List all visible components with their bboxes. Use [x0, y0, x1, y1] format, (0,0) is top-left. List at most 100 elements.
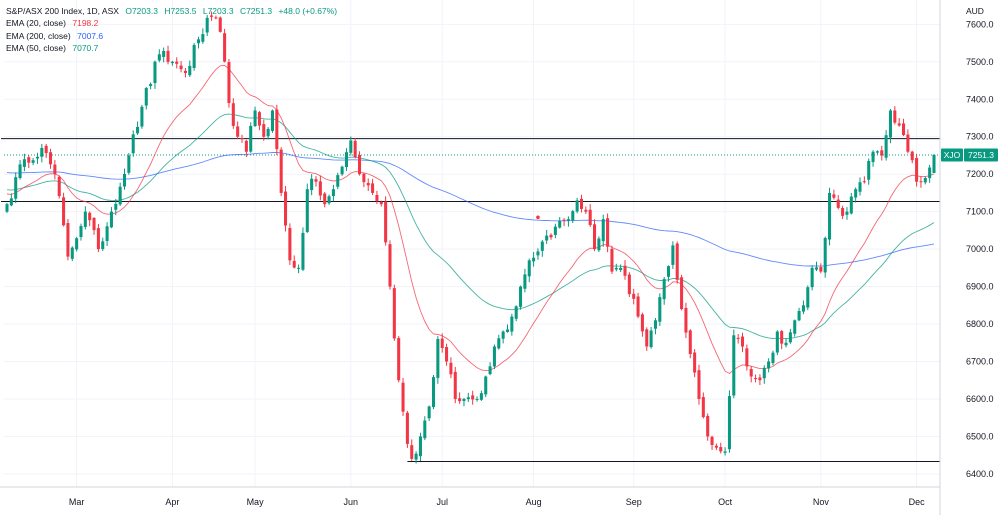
candle-body [240, 138, 244, 140]
candle-body [871, 151, 875, 163]
candle-body [436, 339, 440, 378]
candle-body [40, 147, 44, 157]
candle [236, 121, 240, 139]
candle-body [488, 366, 492, 375]
candle [910, 150, 914, 164]
last-price-label: 7251.3 [968, 150, 994, 160]
candle-body [775, 331, 779, 353]
candle-body [562, 219, 566, 221]
candle-body [401, 382, 405, 412]
candle [784, 338, 788, 348]
ohlc-close-label: C [239, 6, 247, 16]
candle-body [623, 265, 627, 276]
candle-body [462, 398, 466, 402]
candle-body [523, 274, 527, 289]
candle [662, 276, 666, 305]
candle-body [919, 181, 923, 183]
candle-body [806, 287, 810, 308]
candle-body [366, 182, 370, 186]
x-tick-label: Oct [718, 497, 733, 507]
candle [440, 333, 444, 353]
candle-body [619, 267, 623, 271]
candle-body [910, 151, 914, 161]
candle [880, 145, 884, 161]
candle [144, 86, 148, 110]
candle-body [732, 335, 736, 396]
candle [375, 190, 379, 204]
candle-body [75, 238, 79, 250]
x-tick-label: Nov [813, 497, 830, 507]
candle [540, 240, 544, 257]
candle-body [297, 267, 301, 269]
candle [666, 265, 671, 282]
ema200-name: EMA (200, close) [6, 30, 71, 41]
y-tick-label: 7200.0 [966, 169, 994, 179]
candle-body [140, 106, 144, 127]
candle-body [823, 237, 827, 273]
legend-ema200[interactable]: EMA (200, close) 7007.6 [6, 30, 337, 42]
candle-body [553, 226, 557, 235]
candle-body [149, 84, 153, 86]
candle-body [327, 196, 331, 204]
ohlc-low: 7203.3 [207, 6, 234, 16]
candle-body [727, 396, 731, 450]
candle-body [279, 149, 283, 193]
ohlc-open-label: O [125, 6, 132, 16]
candle [754, 374, 758, 383]
candle-body [48, 152, 53, 165]
candle-body [349, 140, 353, 153]
legend-ema50[interactable]: EMA (50, close) 7070.7 [6, 42, 337, 54]
candle-body [854, 189, 858, 198]
candle [214, 15, 218, 20]
candle [101, 237, 105, 252]
candle [736, 334, 740, 344]
candle-body [706, 415, 710, 437]
candle-body [749, 368, 753, 377]
candle [153, 60, 157, 89]
y-tick-label: 7000.0 [966, 244, 994, 254]
candle-body [388, 244, 392, 287]
y-tick-label: 6400.0 [966, 469, 994, 479]
candle [305, 183, 309, 234]
candle-body [610, 248, 614, 272]
candle [732, 329, 736, 399]
candle-body [62, 197, 66, 226]
candle [684, 302, 688, 339]
candle [588, 204, 592, 227]
candle [849, 192, 853, 215]
candle-body [793, 320, 797, 334]
candle [284, 185, 288, 232]
candle [240, 134, 244, 143]
candle [418, 432, 422, 461]
candle [310, 174, 314, 196]
candle [70, 246, 74, 262]
candle-body [849, 196, 853, 214]
candle [270, 109, 275, 133]
candle [888, 108, 893, 144]
candle [92, 217, 96, 235]
candle [505, 324, 510, 333]
candle [858, 177, 862, 196]
ema50-line [6, 113, 935, 340]
candle [462, 397, 466, 407]
ema20-value: 7198.2 [72, 18, 99, 29]
ohlc-open: 7203.3 [131, 6, 158, 16]
candle-body [915, 158, 919, 182]
candle-body [101, 241, 105, 250]
candle [645, 327, 649, 351]
candle [797, 307, 801, 322]
candle-body [784, 342, 788, 346]
x-tick-label: Aug [526, 497, 542, 507]
candle-body [501, 331, 505, 339]
candle-body [96, 228, 100, 250]
candle-body [196, 39, 201, 44]
legend-ema20[interactable]: EMA (20, close) 7198.2 [6, 17, 337, 29]
candle [788, 328, 792, 344]
candle-body [875, 151, 879, 153]
candle [458, 392, 462, 404]
candle [893, 106, 897, 125]
candle-body [292, 260, 296, 268]
candle [349, 136, 353, 156]
candle [832, 189, 836, 200]
